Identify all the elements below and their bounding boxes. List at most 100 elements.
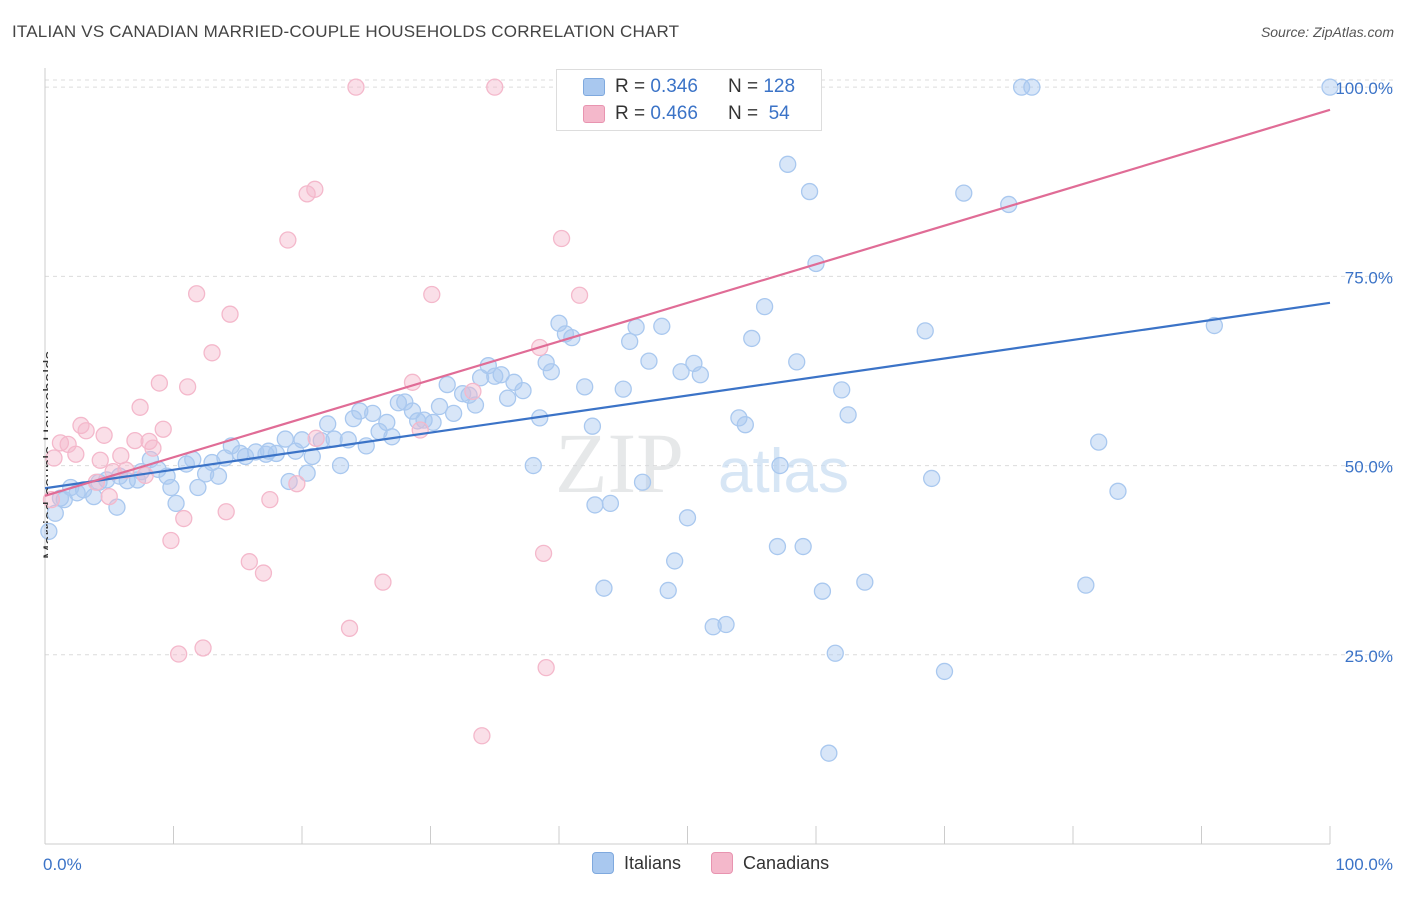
italians-trendline [44,301,1331,490]
italians-point [524,456,542,475]
italians-point [85,487,103,506]
canadians-point [288,475,306,493]
canadians-point [45,449,63,467]
canadians-point [374,573,392,591]
canadians-point [306,180,324,198]
watermark: ZIP atlas [555,415,849,511]
legend-swatch-italians [592,852,614,874]
italians-point [717,615,735,634]
italians-point [424,413,442,432]
canadians-point [240,553,258,571]
canadians-point [126,431,144,450]
canadians-point [95,426,113,444]
italians-point [916,322,934,340]
italians-point [351,402,369,420]
canadians-point [486,78,504,96]
watermark-atlas: atlas [718,437,849,506]
italians-point [813,582,832,600]
canadians-point [340,619,359,637]
italians-point [46,504,64,522]
italians-point [162,478,180,497]
italians-point [453,385,472,403]
italians-point [167,494,185,513]
italians-point [209,467,228,485]
italians-point [403,402,422,420]
italians-point [779,155,797,173]
italians-point [595,579,613,597]
italians-point [276,430,294,448]
y-axis-label-wrap: Married-couple Households [18,0,59,897]
italians-point [40,522,58,541]
italians-point [704,618,722,636]
italians-point [659,581,677,600]
legend-swatch-canadians [711,852,734,874]
canadians-point [221,305,239,323]
y-axis-label: Married-couple Households [40,351,48,559]
y-tick-label: 25.0% [1345,647,1393,666]
canadians-point [77,422,95,440]
canadians-point [217,503,235,521]
italians-point [666,552,684,570]
canadians-point [423,285,441,304]
y-tick-label: 50.0% [1345,458,1393,477]
y-tick-label: 75.0% [1345,268,1393,287]
italians-point [438,375,456,394]
italians-point [498,389,517,407]
italians-point [833,381,851,399]
series-legend: Italians Canadians [592,852,829,874]
italians-point [550,314,568,332]
chart-source: Source: ZipAtlas.com [1260,24,1394,40]
italians-point [627,318,645,336]
italians-point [1090,433,1108,451]
italians-point [800,182,819,201]
legend-row-italians: R = 0.346 N = 128 [583,76,795,98]
italians-point [303,447,321,466]
x-tick-label: 100.0% [1335,855,1393,874]
italians-point [189,478,207,497]
italians-point [672,363,690,381]
legend-r-label: R = [615,103,646,124]
italians-point [730,409,748,427]
italians-point [856,573,874,591]
italians-point [537,353,555,372]
italians-point [633,473,652,491]
italians-point [514,381,532,400]
canadians-point [537,659,555,677]
italians-point [331,456,350,475]
italians-point [826,644,844,662]
italians-point [614,380,632,398]
legend-swatch-canadians [583,105,605,123]
canadians-point [464,382,482,401]
italians-point [430,397,449,416]
canadians-point [178,378,197,396]
italians-point [621,332,639,351]
legend-row-canadians: R = 0.466 N = 54 [583,103,790,125]
canadians-point [144,439,162,457]
canadians-point [91,451,109,469]
italians-point [1109,482,1127,500]
canadians-point [187,285,206,303]
points-layer [40,78,1339,762]
italians-point [466,396,485,414]
canadians-point [261,490,279,509]
canadians-point [100,487,118,506]
chart-title: ITALIAN VS CANADIAN MARRIED-COUPLE HOUSE… [12,22,680,41]
italians-point [486,367,504,385]
italians-point [576,378,594,396]
legend-swatch-italians [583,78,605,96]
canadians-trendline [44,108,1331,497]
italians-point [298,464,316,482]
canadians-point [473,727,491,745]
canadians-point [67,445,85,463]
y-tick-label: 100.0% [1335,79,1393,98]
italians-point [955,184,973,202]
legend-n-label: N = [727,103,759,124]
canadians-point [570,286,589,304]
canadians-point [131,398,149,416]
canadians-point [154,420,172,438]
canadians-point [534,544,553,563]
italians-point [839,406,857,424]
italians-point [444,404,463,422]
italians-point [319,415,337,433]
